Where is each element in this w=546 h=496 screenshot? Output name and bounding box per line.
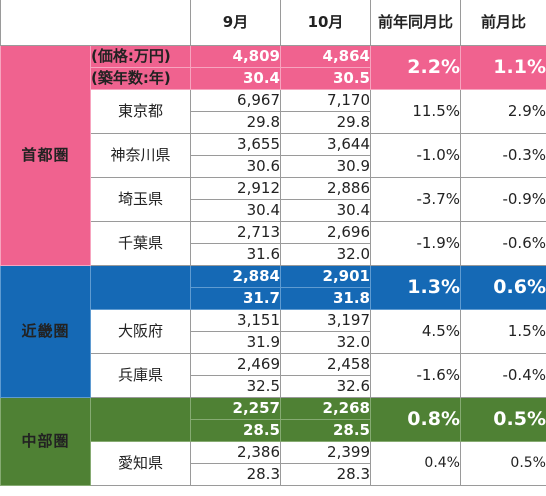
age-sep: 31.6 — [190, 242, 281, 266]
age-sep: 29.8 — [190, 110, 281, 134]
table-row: 31.9 32.0 — [1, 330, 546, 354]
pref-name: 兵庫県 — [90, 352, 191, 398]
summary-age-oct: 28.5 — [280, 418, 371, 442]
age-oct: 28.3 — [280, 462, 371, 486]
summary-age-sep: 31.7 — [190, 286, 281, 310]
table-row: 兵庫県 2,469 2,458 -1.6% -0.4% — [1, 352, 546, 398]
table-row: 30.6 30.9 — [1, 154, 546, 178]
table-row: 神奈川県 3,655 3,644 -1.0% -0.3% — [1, 132, 546, 178]
region-label-chubu: 中部圏 — [0, 396, 91, 486]
summary-age-sep: 28.5 — [190, 418, 281, 442]
header-yoy: 前年同月比 — [370, 0, 461, 46]
price-oct: 7,170 — [280, 88, 371, 112]
summary-price-sep: 2,257 — [190, 396, 281, 420]
header-oct: 10月 — [280, 0, 371, 46]
pref-name: 愛知県 — [90, 440, 191, 486]
age-sep: 31.9 — [190, 330, 281, 354]
pref-name: 神奈川県 — [90, 132, 191, 178]
age-sep: 30.4 — [190, 198, 281, 222]
summary-mom: 0.6% — [460, 264, 546, 310]
summary-mom: 0.5% — [460, 396, 546, 442]
mom: 0.5% — [460, 440, 546, 486]
region-summary-row: 近畿圏 2,884 2,901 1.3% 0.6% — [0, 264, 546, 398]
region-label-shutoken: 首都圏 — [0, 44, 91, 266]
header-row: 9月 10月 前年同月比 前月比 — [0, 0, 546, 46]
price-sep: 3,655 — [190, 132, 281, 156]
price-sep: 6,967 — [190, 88, 281, 112]
summary-price-oct: 2,268 — [280, 396, 371, 420]
yoy: -1.9% — [370, 220, 461, 266]
yoy: -1.0% — [370, 132, 461, 178]
table-row: 大阪府 3,151 3,197 4.5% 1.5% — [1, 308, 546, 354]
price-sep: 2,713 — [190, 220, 281, 244]
age-sep: 30.6 — [190, 154, 281, 178]
price-sep: 3,151 — [190, 308, 281, 332]
summary-yoy: 2.2% — [370, 44, 461, 90]
summary-age-sep: 30.4 — [190, 66, 281, 90]
unit-price-label: (価格:万円) — [90, 44, 191, 68]
unit-age-label: (築年数:年) — [90, 66, 191, 90]
summary-blank-cell — [90, 396, 191, 442]
age-oct: 32.6 — [280, 374, 371, 398]
mom: -0.3% — [460, 132, 546, 178]
age-oct: 32.0 — [280, 330, 371, 354]
summary-price-oct: 2,901 — [280, 264, 371, 288]
age-oct: 32.0 — [280, 242, 371, 266]
pref-name: 東京都 — [90, 88, 191, 134]
table-row: 29.8 29.8 — [1, 110, 546, 134]
yoy: 4.5% — [370, 308, 461, 354]
yoy: 0.4% — [370, 440, 461, 486]
pref-name: 千葉県 — [90, 220, 191, 266]
summary-price-oct: 4,864 — [280, 44, 371, 68]
age-sep: 32.5 — [190, 374, 281, 398]
summary-yoy: 1.3% — [370, 264, 461, 310]
mom: 2.9% — [460, 88, 546, 134]
age-oct: 30.4 — [280, 198, 371, 222]
yoy: 11.5% — [370, 88, 461, 134]
table-row: 東京都 6,967 7,170 11.5% 2.9% — [1, 88, 546, 134]
price-sep: 2,469 — [190, 352, 281, 376]
mom: -0.4% — [460, 352, 546, 398]
region-summary-row: 中部圏 2,257 2,268 0.8% 0.5% — [0, 396, 546, 486]
price-sep: 2,912 — [190, 176, 281, 200]
price-oct: 3,644 — [280, 132, 371, 156]
summary-yoy: 0.8% — [370, 396, 461, 442]
header-sep: 9月 — [190, 0, 281, 46]
price-table: 9月 10月 前年同月比 前月比 首都圏 (価格:万円) 4,809 4,864… — [0, 0, 546, 486]
table-row: 31.6 32.0 — [1, 242, 546, 266]
age-oct: 30.9 — [280, 154, 371, 178]
price-sep: 2,386 — [190, 440, 281, 464]
age-sep: 28.3 — [190, 462, 281, 486]
price-oct: 2,886 — [280, 176, 371, 200]
region-summary-row: 首都圏 (価格:万円) 4,809 4,864 2.2% 1.1% — [0, 44, 546, 266]
summary-age-oct: 31.8 — [280, 286, 371, 310]
region-label-kinki: 近畿圏 — [0, 264, 91, 398]
header-corner — [0, 0, 191, 46]
table-row: 28.3 28.3 — [1, 462, 546, 486]
price-oct: 2,399 — [280, 440, 371, 464]
header-mom: 前月比 — [460, 0, 546, 46]
mom: -0.6% — [460, 220, 546, 266]
yoy: -3.7% — [370, 176, 461, 222]
mom: -0.9% — [460, 176, 546, 222]
mom: 1.5% — [460, 308, 546, 354]
summary-price-sep: 2,884 — [190, 264, 281, 288]
price-oct: 2,458 — [280, 352, 371, 376]
pref-name: 埼玉県 — [90, 176, 191, 222]
summary-age-oct: 30.5 — [280, 66, 371, 90]
price-oct: 2,696 — [280, 220, 371, 244]
summary-blank-cell — [90, 264, 191, 310]
price-oct: 3,197 — [280, 308, 371, 332]
pref-name: 大阪府 — [90, 308, 191, 354]
age-oct: 29.8 — [280, 110, 371, 134]
summary-price-sep: 4,809 — [190, 44, 281, 68]
yoy: -1.6% — [370, 352, 461, 398]
summary-mom: 1.1% — [460, 44, 546, 90]
